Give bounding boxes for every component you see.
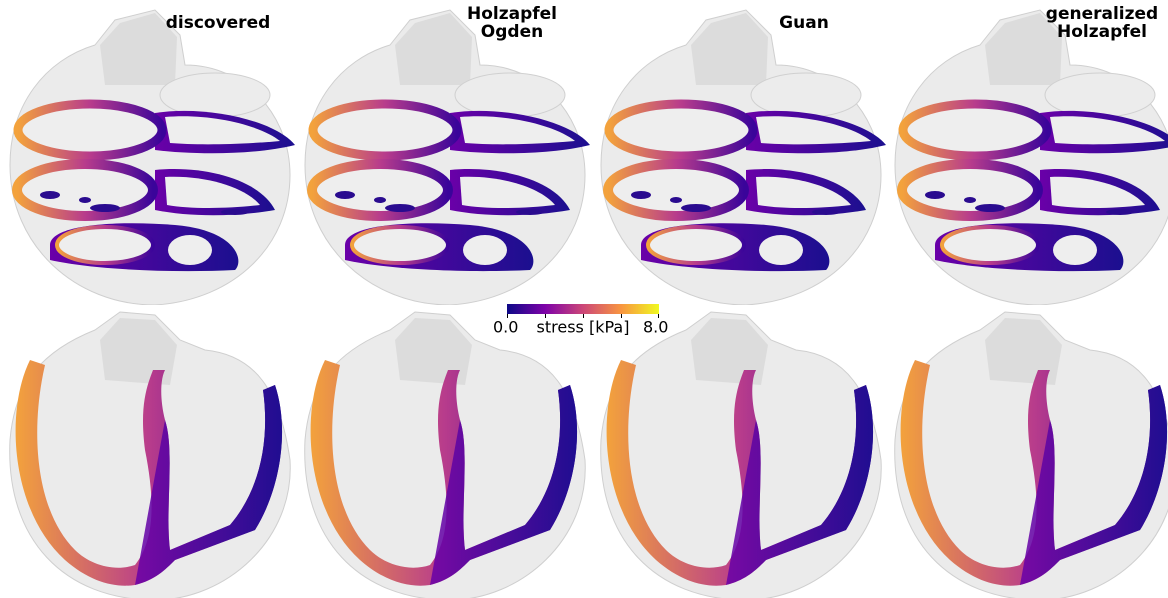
colorbar: 0.0 stress [kPa] 8.0 (493, 304, 668, 337)
panel-title: Holzapfel (467, 4, 557, 24)
colorbar-max: 8.0 (643, 318, 668, 337)
panel-title: Ogden (481, 22, 543, 42)
panel-title: Guan (779, 13, 829, 33)
panel-title: Holzapfel (1057, 22, 1147, 42)
panel-title: discovered (166, 13, 271, 33)
colorbar-label: stress [kPa] (537, 318, 630, 337)
panel-title: generalized (1046, 4, 1158, 24)
colorbar-min: 0.0 (493, 318, 518, 337)
